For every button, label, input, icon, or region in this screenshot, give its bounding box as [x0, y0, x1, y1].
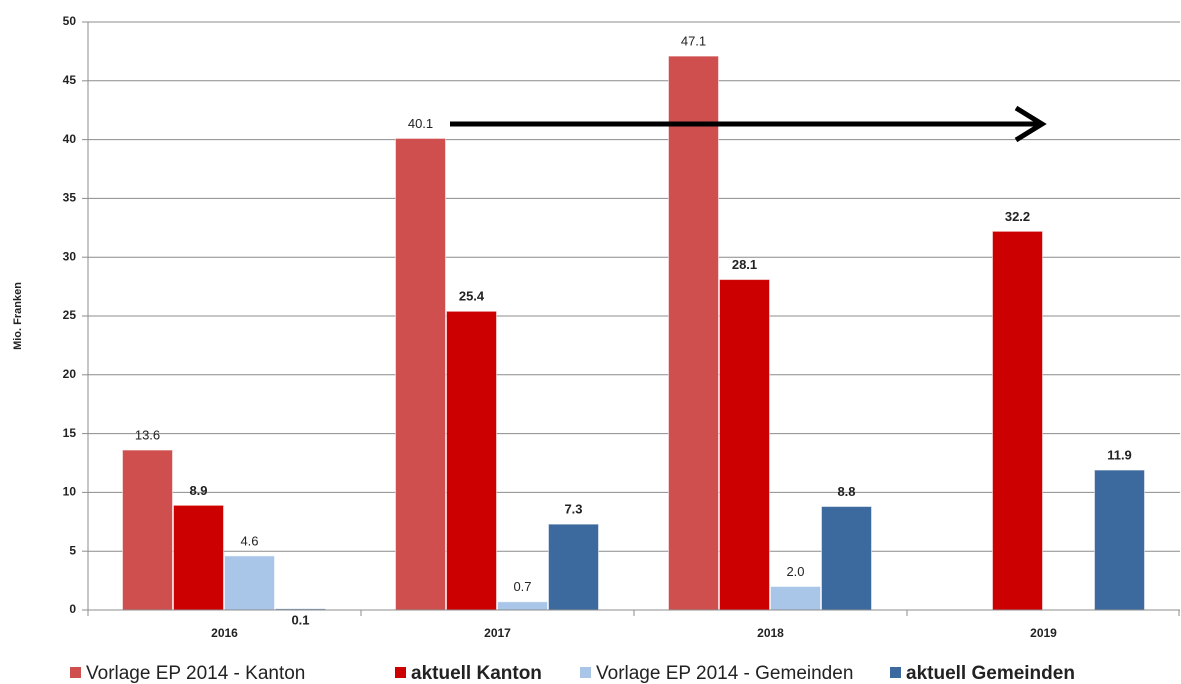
value-label: 8.8 — [837, 484, 855, 499]
legend-swatch — [70, 667, 81, 678]
legend-label: aktuell Gemeinden — [906, 663, 1075, 684]
value-label: 4.6 — [240, 533, 258, 548]
x-tick-label: 2017 — [484, 626, 511, 640]
bar — [992, 230, 1043, 611]
y-tick-label: 50 — [63, 14, 77, 28]
legend-label: Vorlage EP 2014 - Kanton — [86, 663, 305, 684]
y-tick-label: 15 — [63, 426, 77, 440]
value-label: 0.7 — [513, 579, 531, 594]
y-tick-label: 5 — [69, 543, 76, 557]
value-label: 7.3 — [564, 502, 582, 517]
y-tick-label: 40 — [63, 132, 77, 146]
value-label: 28.1 — [732, 257, 757, 272]
y-tick-label: 25 — [63, 308, 77, 322]
value-label: 32.2 — [1005, 209, 1030, 224]
legend-swatch — [395, 667, 406, 678]
legend-label: Vorlage EP 2014 - Gemeinden — [596, 663, 853, 684]
y-tick-label: 10 — [63, 485, 77, 499]
annotation-arrow — [450, 105, 1047, 143]
bar — [395, 137, 446, 611]
y-tick-label: 30 — [63, 249, 77, 263]
bar — [122, 449, 173, 611]
x-tick-label: 2016 — [211, 626, 238, 640]
bar — [173, 504, 224, 611]
y-tick-label: 45 — [63, 73, 77, 87]
y-tick-label: 0 — [69, 602, 76, 616]
x-tick-label: 2019 — [1030, 626, 1057, 640]
value-label: 8.9 — [189, 483, 207, 498]
legend-label: aktuell Kanton — [411, 663, 542, 684]
value-label: 25.4 — [459, 289, 485, 304]
bar — [224, 555, 275, 611]
bar — [548, 523, 599, 611]
y-tick-label: 35 — [63, 191, 77, 205]
bar — [668, 55, 719, 611]
value-label: 47.1 — [681, 34, 706, 49]
y-tick-label: 20 — [63, 367, 77, 381]
y-axis-label: Mio. Franken — [12, 282, 24, 350]
bar — [1094, 469, 1145, 611]
value-label: 2.0 — [786, 564, 804, 579]
legend-swatch — [580, 667, 591, 678]
value-label: 40.1 — [408, 116, 433, 131]
bar — [446, 310, 497, 611]
bar — [821, 506, 872, 611]
legend-swatch — [890, 667, 901, 678]
x-tick-label: 2018 — [757, 626, 784, 640]
bar — [719, 279, 770, 611]
bar — [770, 585, 821, 611]
value-label: 13.6 — [135, 428, 160, 443]
bar — [497, 601, 548, 611]
value-label: 11.9 — [1107, 447, 1132, 462]
value-label: 0.1 — [291, 612, 309, 627]
